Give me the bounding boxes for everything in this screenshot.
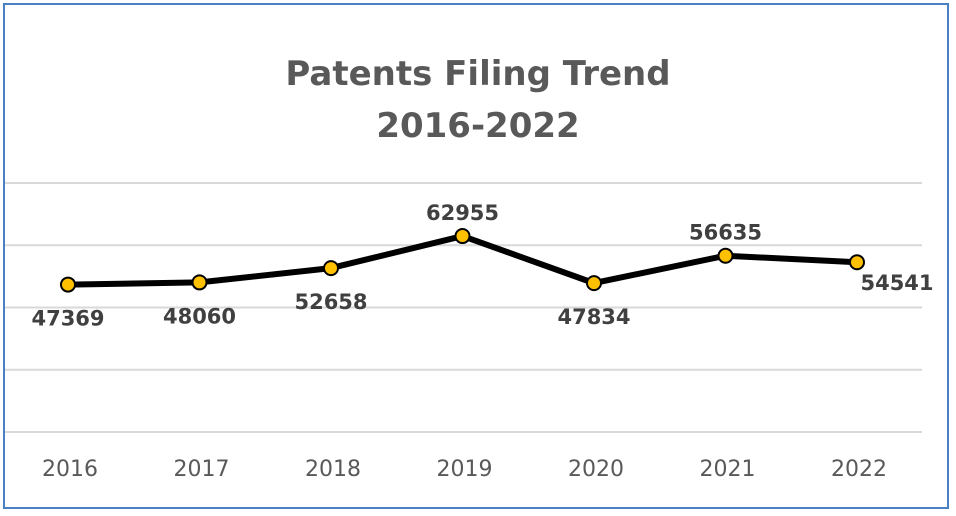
data-point xyxy=(60,276,76,293)
chart-title-line1: Patents Filing Trend xyxy=(285,54,671,94)
x-tick-label: 2017 xyxy=(174,457,230,482)
data-label: 54541 xyxy=(860,271,933,295)
data-point xyxy=(586,275,602,292)
data-point xyxy=(454,228,471,245)
x-tick-label: 2016 xyxy=(42,457,98,482)
data-point xyxy=(849,254,865,271)
data-point xyxy=(717,247,734,264)
data-label: 48060 xyxy=(163,304,236,328)
x-tick-label: 2022 xyxy=(831,457,887,482)
data-label: 56635 xyxy=(689,221,762,245)
x-tick-label: 2021 xyxy=(700,457,756,482)
data-point xyxy=(323,260,339,277)
data-label: 62955 xyxy=(426,201,499,225)
x-tick-label: 2018 xyxy=(305,457,361,482)
x-tick-label: 2020 xyxy=(568,457,624,482)
data-label: 52658 xyxy=(294,290,367,314)
data-label: 47834 xyxy=(557,305,630,329)
data-point xyxy=(191,274,208,291)
x-tick-label: 2019 xyxy=(437,457,493,482)
chart-title-line2: 2016-2022 xyxy=(376,106,580,146)
data-label: 47369 xyxy=(31,307,104,331)
